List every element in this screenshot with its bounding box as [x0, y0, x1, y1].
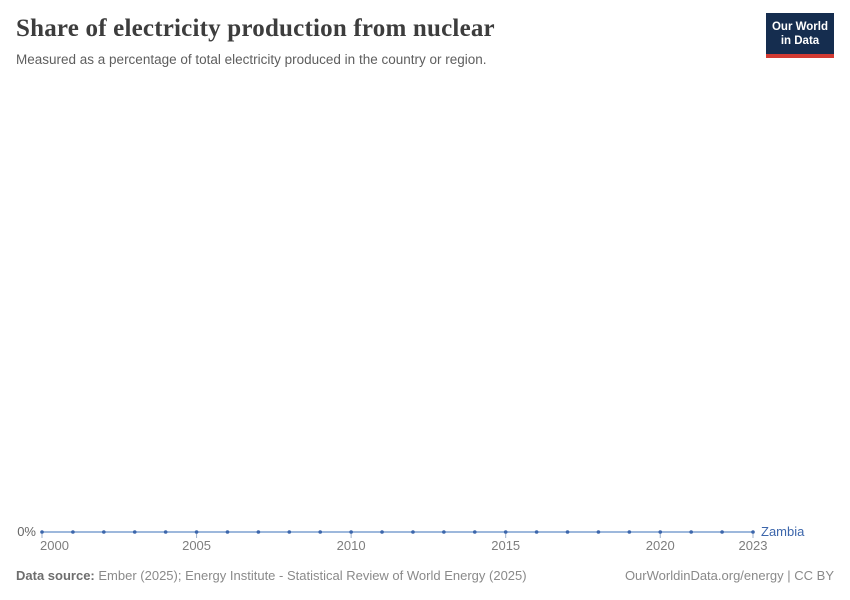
owid-logo[interactable]: Our World in Data [766, 13, 834, 58]
chart-footer: Data source: Ember (2025); Energy Instit… [16, 568, 834, 584]
data-point-marker [751, 530, 755, 534]
data-point-marker [318, 530, 323, 534]
x-axis-tick-label: 2023 [739, 538, 768, 553]
data-point-marker [163, 530, 168, 534]
data-point-marker [349, 530, 353, 534]
page-subtitle: Measured as a percentage of total electr… [16, 52, 487, 67]
data-point-marker [503, 530, 508, 534]
data-point-marker [565, 530, 570, 534]
chart-header: Share of electricity production from nuc… [16, 13, 834, 69]
data-source-note: Data source: Ember (2025); Energy Instit… [16, 568, 527, 584]
owid-logo-line1: Our World [771, 21, 828, 33]
data-source-text: Ember (2025); Energy Institute - Statist… [98, 568, 527, 583]
data-point-marker [596, 530, 601, 534]
data-point-marker [225, 530, 230, 534]
page-title: Share of electricity production from nuc… [16, 15, 495, 42]
footer-license-link[interactable]: OurWorldinData.org/energy | CC BY [624, 568, 834, 583]
data-point-marker [627, 530, 632, 534]
data-point-marker [534, 530, 539, 534]
data-point-marker [194, 530, 199, 534]
data-point-marker [102, 530, 106, 534]
data-point-marker [720, 530, 724, 534]
data-source-label: Data source: [16, 568, 95, 583]
data-point-marker [40, 530, 44, 534]
data-point-marker [71, 530, 75, 534]
y-axis-label: 0% [17, 524, 36, 539]
x-axis-tick-label: 2010 [337, 538, 366, 553]
data-point-marker [287, 530, 292, 534]
x-axis-tick-label: 2015 [491, 538, 520, 553]
data-point-marker [256, 530, 261, 534]
data-point-marker [658, 530, 663, 534]
data-point-marker [380, 530, 384, 534]
data-point-marker [132, 530, 137, 534]
x-axis-tick-label: 2000 [40, 538, 69, 553]
data-point-marker [472, 530, 477, 534]
data-point-marker [689, 530, 693, 534]
x-axis-tick-label: 2020 [646, 538, 675, 553]
owid-logo-line2: in Data [780, 35, 820, 47]
data-point-marker [411, 530, 415, 534]
x-axis-tick-label: 2005 [182, 538, 211, 553]
data-point-marker [442, 530, 446, 534]
series-label-zambia[interactable]: Zambia [761, 524, 805, 539]
